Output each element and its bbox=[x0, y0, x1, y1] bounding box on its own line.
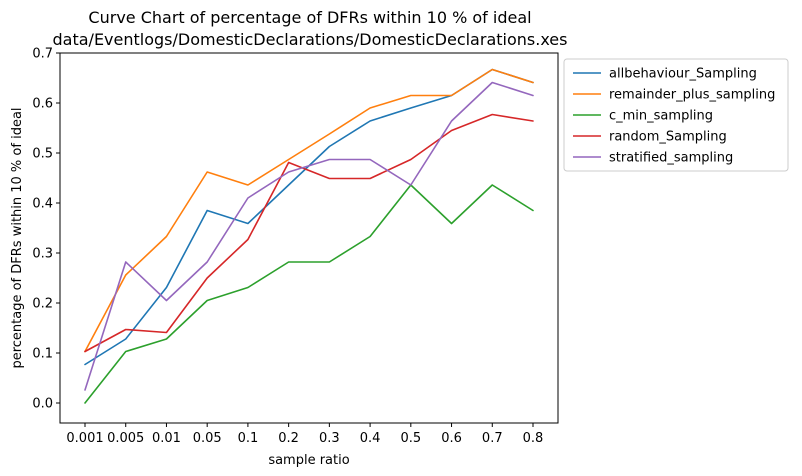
legend-label: remainder_plus_sampling bbox=[609, 88, 775, 103]
series-line-remainder-plus-sampling bbox=[84, 68, 534, 353]
x-tick-label: 0.01 bbox=[152, 431, 181, 446]
x-axis-label: sample ratio bbox=[268, 453, 349, 468]
chart-title-line-1: Curve Chart of percentage of DFRs within… bbox=[88, 8, 531, 27]
x-axis: 0.001 0.005 0.01 0.05 0.1 0.2 0.3 0.4 0.5 0.6 0.7 0… bbox=[66, 423, 543, 446]
x-tick-label: 0.05 bbox=[193, 431, 222, 446]
series-line-random-sampling bbox=[84, 113, 534, 353]
x-tick-label: 0.001 bbox=[66, 431, 103, 446]
plot-area bbox=[59, 52, 559, 424]
x-tick-label: 0.1 bbox=[238, 431, 259, 446]
y-tick-label: 0.5 bbox=[32, 147, 53, 162]
y-axis: 0.0 0.1 0.2 0.3 0.4 0.5 0.6 0.7 bbox=[32, 47, 60, 412]
y-tick-label: 0.2 bbox=[32, 297, 53, 312]
x-tick-label: 0.3 bbox=[319, 431, 340, 446]
x-tick-label: 0.6 bbox=[441, 431, 462, 446]
x-tick-label: 0.8 bbox=[523, 431, 544, 446]
y-tick-label: 0.7 bbox=[32, 47, 53, 62]
legend-label: random_Sampling bbox=[609, 130, 727, 145]
series-line-c-min-sampling bbox=[84, 184, 534, 404]
legend: allbehaviour_Sampling remainder_plus_samp… bbox=[563, 58, 789, 172]
chart-title-line-2: data/Eventlogs/DomesticDeclarations/Dome… bbox=[53, 30, 568, 49]
x-tick-label: 0.7 bbox=[482, 431, 503, 446]
x-tick-label: 0.5 bbox=[400, 431, 421, 446]
series-line-stratified-sampling bbox=[84, 81, 534, 391]
legend-label: allbehaviour_Sampling bbox=[609, 67, 757, 82]
legend-label: stratified_sampling bbox=[609, 151, 733, 166]
x-tick-label: 0.2 bbox=[278, 431, 299, 446]
legend-box bbox=[563, 58, 789, 172]
y-axis-label: percentage of DFRs within 10 % of ideal bbox=[10, 107, 25, 368]
y-tick-label: 0.3 bbox=[32, 247, 53, 262]
legend-label: c_min_sampling bbox=[609, 109, 713, 124]
y-tick-label: 0.4 bbox=[32, 197, 53, 212]
y-tick-label: 0.6 bbox=[32, 97, 53, 112]
y-tick-label: 0.1 bbox=[32, 347, 53, 362]
y-tick-label: 0.0 bbox=[32, 397, 53, 412]
x-tick-label: 0.005 bbox=[107, 431, 144, 446]
series-lines bbox=[84, 68, 534, 404]
x-tick-label: 0.4 bbox=[360, 431, 381, 446]
